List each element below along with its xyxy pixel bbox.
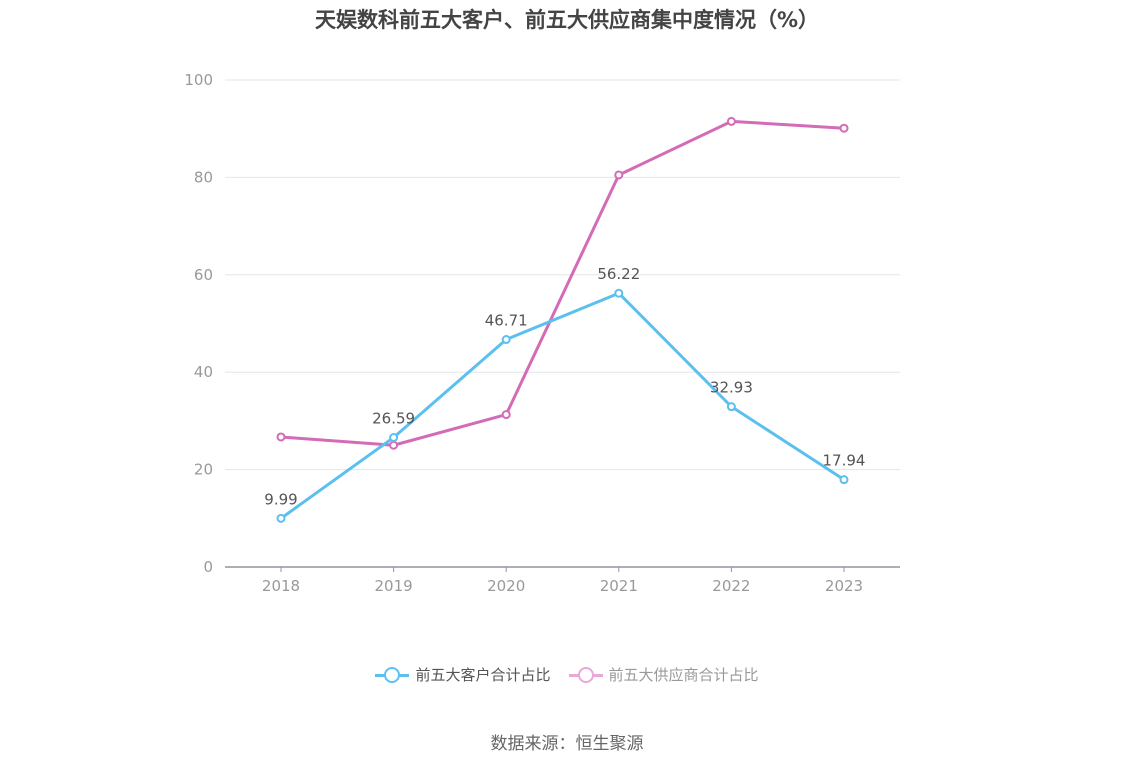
- legend-label-customers: 前五大客户合计占比: [415, 666, 551, 684]
- x-tick-label: 2019: [375, 577, 413, 595]
- legend-item-customers[interactable]: 前五大客户合计占比: [375, 664, 551, 685]
- data-label: 56.22: [597, 265, 640, 283]
- series-lines: [276, 116, 849, 523]
- grid-lines: [225, 79, 900, 471]
- data-label: 17.94: [823, 452, 866, 470]
- legend-marker-suppliers: [568, 665, 603, 685]
- legend-item-suppliers[interactable]: 前五大供应商合计占比: [568, 664, 759, 685]
- data-point: [839, 475, 849, 485]
- data-point: [389, 433, 399, 443]
- x-tick-label: 2020: [487, 577, 525, 595]
- y-tick-label: 0: [203, 558, 213, 576]
- legend-label-suppliers: 前五大供应商合计占比: [608, 666, 759, 684]
- data-point: [726, 116, 736, 126]
- data-labels: 9.99 26.59 46.71 56.22 32.93 17.94: [264, 265, 865, 508]
- y-tick-label: 60: [194, 266, 213, 284]
- legend: 前五大客户合计占比 前五大供应商合计占比: [0, 664, 1134, 685]
- axes: 0 20 40 60 80 100 2018 2019 2020 2021 2022 2023: [184, 71, 900, 595]
- data-point: [614, 170, 624, 180]
- data-point: [501, 410, 511, 420]
- x-tick-label: 2023: [825, 577, 863, 595]
- y-tick-label: 80: [194, 168, 213, 186]
- legend-marker-customers: [375, 665, 410, 685]
- y-tick-label: 100: [184, 71, 213, 89]
- data-point: [389, 440, 399, 450]
- series-line-suppliers: [280, 119, 845, 447]
- series-line-customers: [280, 291, 845, 520]
- x-tick-label: 2022: [712, 577, 750, 595]
- y-tick-label: 40: [194, 363, 213, 381]
- data-point: [839, 123, 849, 133]
- data-label: 32.93: [710, 379, 753, 397]
- data-label: 46.71: [485, 312, 528, 330]
- data-label: 26.59: [372, 410, 415, 428]
- data-point: [614, 288, 624, 298]
- data-label: 9.99: [264, 490, 297, 508]
- source-note: 数据来源：恒生聚源: [490, 734, 644, 754]
- data-point: [501, 335, 511, 345]
- data-point: [276, 432, 286, 442]
- x-tick-label: 2021: [600, 577, 638, 595]
- data-point: [726, 402, 736, 412]
- x-tick-label: 2018: [262, 577, 300, 595]
- y-tick-label: 20: [194, 461, 213, 479]
- chart-title: 天娱数科前五大客户、前五大供应商集中度情况（%）: [314, 8, 820, 32]
- data-point: [276, 513, 286, 523]
